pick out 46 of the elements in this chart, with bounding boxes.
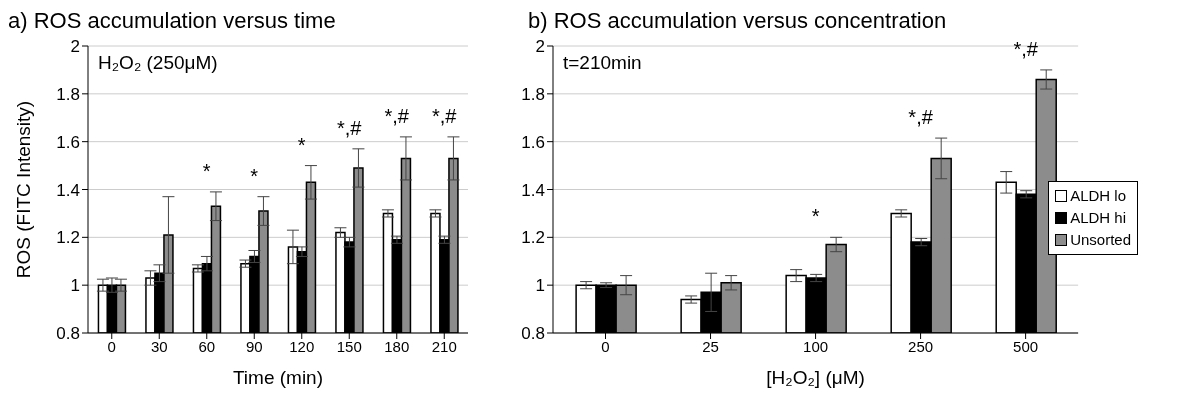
y-tick-label: 1.6 — [521, 132, 545, 152]
x-tick-label: 25 — [702, 337, 719, 355]
annotation: t=210min — [563, 52, 642, 74]
x-tick-label: 30 — [150, 337, 168, 355]
y-axis-title: ROS (FITC Intensity) — [12, 100, 34, 279]
x-tick-label: 100 — [803, 337, 829, 355]
annotation: *,# — [908, 106, 934, 129]
x-tick-label: 0 — [601, 337, 610, 355]
legend-label: Unsorted — [1070, 230, 1131, 250]
annotation: * — [250, 164, 259, 187]
y-tick-label: 1.2 — [521, 228, 545, 248]
annotation: *,# — [384, 104, 410, 127]
y-tick-label: 0.8 — [521, 324, 545, 344]
legend-label: ALDH lo — [1070, 186, 1126, 206]
x-tick-label: 60 — [198, 337, 216, 355]
x-axis-title: [H₂O₂] (μM) — [766, 367, 865, 388]
annotation: *,# — [432, 104, 458, 127]
chart-title: a) ROS accumulation versus time — [8, 8, 337, 35]
annotation: *,# — [1013, 37, 1039, 60]
y-tick-label: 1.6 — [56, 132, 80, 152]
x-tick-label: 120 — [289, 337, 315, 355]
y-tick-label: 1.2 — [56, 228, 80, 248]
x-tick-label: 180 — [384, 337, 410, 355]
y-tick-label: 1.4 — [521, 180, 545, 200]
x-tick-label: 500 — [1013, 337, 1039, 355]
y-tick-label: 2 — [70, 37, 80, 57]
y-tick-label: 1.4 — [56, 180, 80, 200]
legend-label: ALDH hi — [1070, 208, 1126, 228]
annotation: *,# — [337, 116, 363, 139]
x-axis-title: Time (min) — [232, 367, 324, 388]
y-tick-label: 1.8 — [56, 84, 80, 104]
x-tick-label: 250 — [908, 337, 934, 355]
y-tick-label: 1 — [535, 276, 545, 296]
annotation: * — [297, 133, 306, 156]
y-tick-label: 1.8 — [521, 84, 545, 104]
x-tick-label: 150 — [336, 337, 362, 355]
annotation: H₂O₂ (250μM) — [98, 52, 218, 74]
y-tick-label: 1 — [70, 276, 80, 296]
y-tick-label: 2 — [535, 37, 545, 57]
chart-title: b) ROS accumulation versus concentration — [528, 8, 948, 35]
annotation: * — [202, 159, 211, 182]
x-tick-label: 0 — [107, 337, 116, 355]
x-tick-label: 90 — [245, 337, 263, 355]
annotation: * — [811, 205, 820, 228]
x-tick-label: 210 — [431, 337, 457, 355]
y-tick-label: 0.8 — [56, 324, 80, 344]
